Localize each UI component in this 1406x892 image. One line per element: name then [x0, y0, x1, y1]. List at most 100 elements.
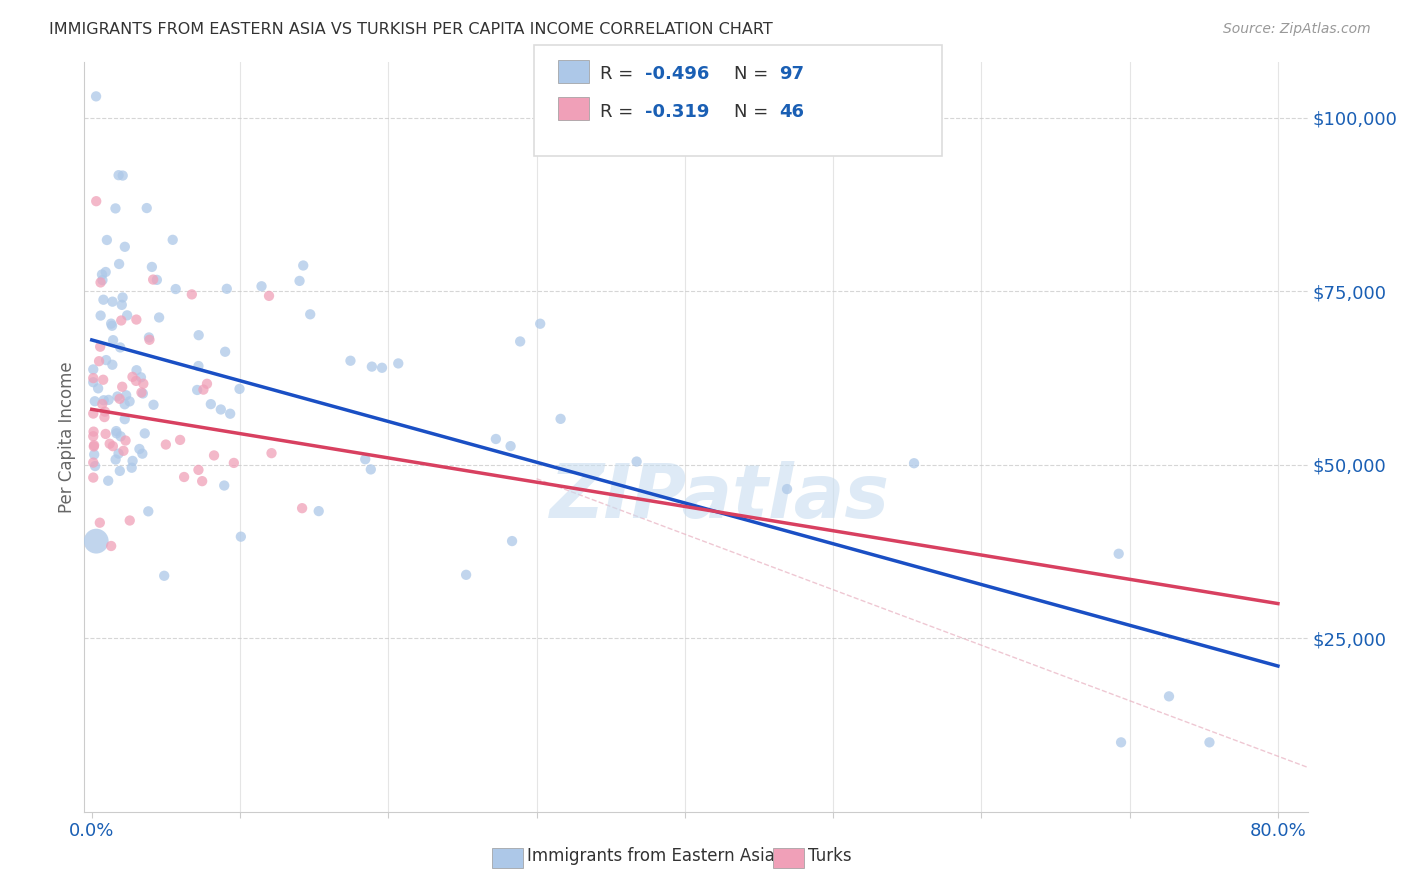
- Point: [142, 272, 165, 286]
- Point: [146, 273, 169, 287]
- Point: [91, 273, 114, 287]
- Point: [107, 168, 129, 182]
- Point: [360, 359, 382, 374]
- Point: [187, 359, 209, 373]
- Point: [125, 374, 148, 388]
- Point: [111, 169, 134, 183]
- Point: [110, 429, 132, 443]
- Point: [111, 380, 134, 394]
- Point: [94, 404, 117, 418]
- Point: [114, 434, 136, 448]
- Point: [128, 442, 150, 456]
- Point: [125, 312, 148, 326]
- Point: [97, 392, 120, 407]
- Text: -0.319: -0.319: [645, 103, 710, 120]
- Text: 97: 97: [779, 65, 804, 83]
- Point: [82, 470, 104, 484]
- Text: N =: N =: [734, 103, 773, 120]
- Point: [229, 530, 252, 544]
- Point: [202, 449, 225, 463]
- Point: [108, 464, 131, 478]
- Point: [115, 309, 138, 323]
- Point: [89, 516, 111, 530]
- Point: [499, 439, 522, 453]
- Point: [228, 382, 250, 396]
- Point: [132, 376, 155, 391]
- Point: [82, 429, 104, 443]
- Point: [903, 456, 925, 470]
- Point: [193, 383, 215, 397]
- Point: [776, 482, 799, 496]
- Point: [110, 313, 132, 327]
- Point: [93, 410, 115, 425]
- Text: N =: N =: [734, 65, 773, 83]
- Point: [212, 478, 235, 492]
- Point: [260, 446, 283, 460]
- Point: [114, 397, 136, 411]
- Point: [105, 424, 128, 438]
- Point: [550, 412, 572, 426]
- Point: [121, 460, 143, 475]
- Point: [82, 456, 104, 470]
- Point: [100, 317, 122, 331]
- Point: [98, 436, 121, 450]
- Point: [162, 233, 184, 247]
- Point: [83, 394, 105, 409]
- Point: [191, 474, 214, 488]
- Point: [104, 202, 127, 216]
- Point: [91, 397, 114, 411]
- Point: [134, 426, 156, 441]
- Point: [111, 290, 134, 304]
- Point: [288, 274, 311, 288]
- Point: [94, 426, 117, 441]
- Point: [148, 310, 170, 325]
- Point: [354, 452, 377, 467]
- Point: [121, 454, 143, 468]
- Point: [82, 362, 104, 376]
- Point: [84, 89, 107, 103]
- Point: [82, 376, 104, 390]
- Point: [84, 534, 107, 549]
- Point: [135, 201, 157, 215]
- Point: [87, 354, 110, 368]
- Text: 46: 46: [779, 103, 804, 120]
- Point: [107, 389, 129, 403]
- Text: Turks: Turks: [808, 847, 852, 865]
- Point: [195, 376, 218, 391]
- Text: -0.496: -0.496: [645, 65, 710, 83]
- Text: ZIPatlas: ZIPatlas: [550, 460, 890, 533]
- Point: [108, 341, 131, 355]
- Point: [250, 279, 273, 293]
- Point: [141, 260, 163, 274]
- Text: IMMIGRANTS FROM EASTERN ASIA VS TURKISH PER CAPITA INCOME CORRELATION CHART: IMMIGRANTS FROM EASTERN ASIA VS TURKISH …: [49, 22, 773, 37]
- Point: [186, 383, 208, 397]
- Point: [209, 402, 232, 417]
- Point: [90, 276, 112, 290]
- Point: [501, 534, 523, 549]
- Point: [84, 194, 107, 209]
- Point: [114, 412, 136, 426]
- Point: [200, 397, 222, 411]
- Point: [626, 454, 648, 468]
- Point: [118, 394, 141, 409]
- Point: [93, 293, 115, 307]
- Point: [155, 437, 177, 451]
- Point: [529, 317, 551, 331]
- Point: [456, 567, 478, 582]
- Point: [100, 539, 122, 553]
- Point: [107, 447, 129, 461]
- Point: [215, 282, 238, 296]
- Point: [360, 462, 382, 476]
- Point: [83, 440, 105, 454]
- Point: [131, 447, 153, 461]
- Point: [292, 259, 315, 273]
- Point: [173, 470, 195, 484]
- Point: [87, 381, 110, 395]
- Text: R =: R =: [600, 103, 640, 120]
- Point: [93, 393, 115, 408]
- Point: [121, 369, 143, 384]
- Point: [125, 363, 148, 377]
- Y-axis label: Per Capita Income: Per Capita Income: [58, 361, 76, 513]
- Point: [96, 233, 118, 247]
- Point: [509, 334, 531, 349]
